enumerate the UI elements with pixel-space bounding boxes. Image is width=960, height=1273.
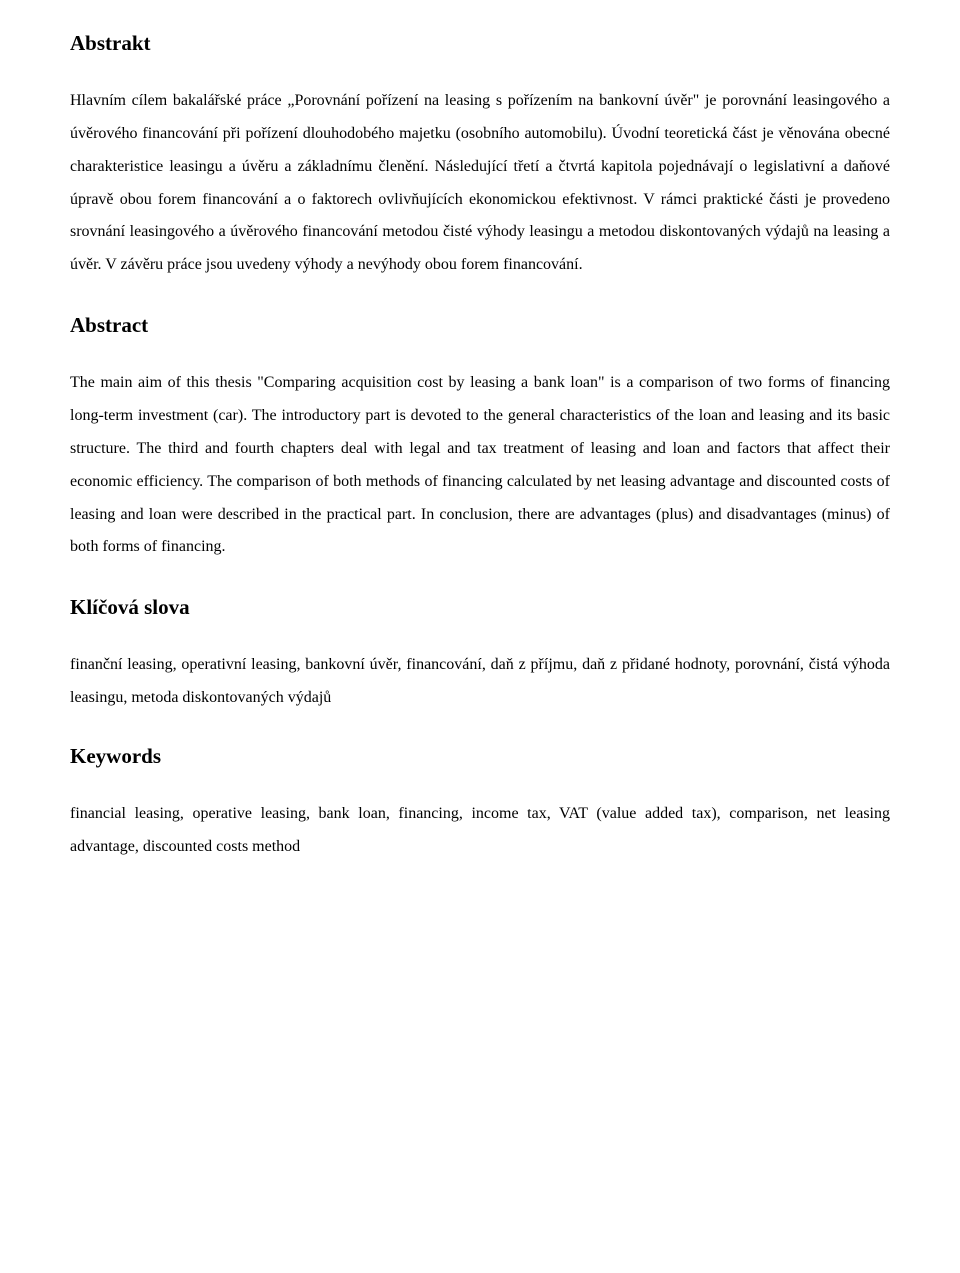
heading-abstrakt: Abstrakt (70, 30, 890, 57)
paragraph-abstract: The main aim of this thesis "Comparing a… (70, 367, 890, 564)
paragraph-keywords: financial leasing, operative leasing, ba… (70, 798, 890, 864)
paragraph-klicova-slova: finanční leasing, operativní leasing, ba… (70, 649, 890, 715)
heading-keywords: Keywords (70, 743, 890, 770)
paragraph-abstrakt: Hlavním cílem bakalářské práce „Porovnán… (70, 85, 890, 282)
heading-klicova-slova: Klíčová slova (70, 594, 890, 621)
heading-abstract: Abstract (70, 312, 890, 339)
